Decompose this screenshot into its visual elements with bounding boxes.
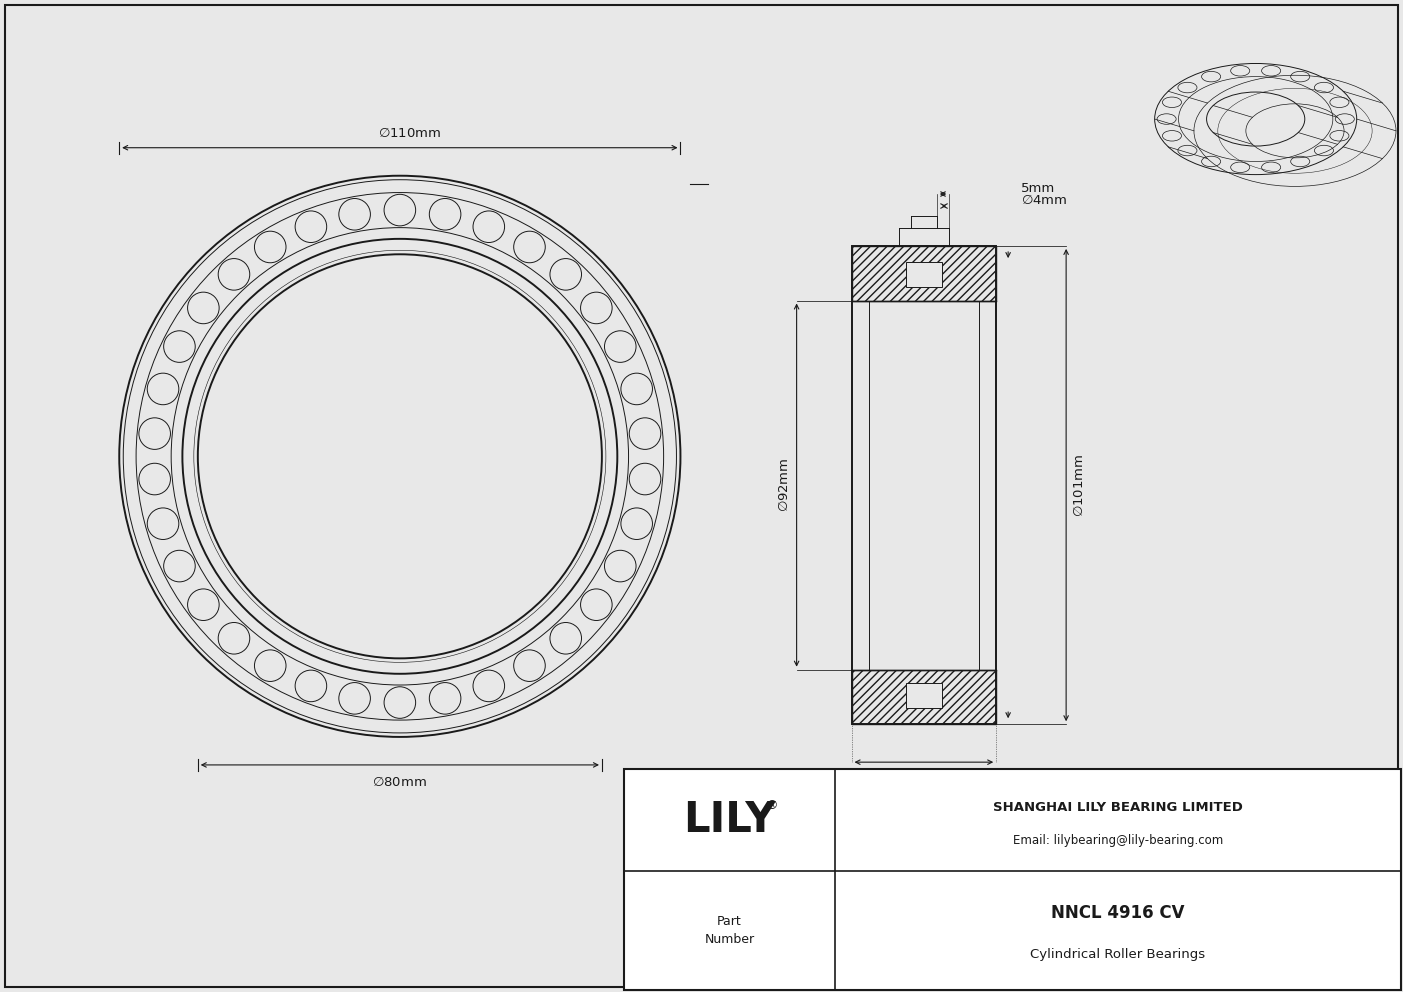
Text: 5mm: 5mm — [1021, 182, 1055, 194]
Bar — [906, 683, 941, 708]
Text: SHANGHAI LILY BEARING LIMITED: SHANGHAI LILY BEARING LIMITED — [993, 802, 1243, 814]
Text: NNCL 4916 CV: NNCL 4916 CV — [1051, 904, 1184, 922]
Text: Cylindrical Roller Bearings: Cylindrical Roller Bearings — [1030, 947, 1205, 961]
Bar — [852, 670, 996, 724]
Text: LILY: LILY — [683, 799, 776, 841]
Text: Email: lilybearing@lily-bearing.com: Email: lilybearing@lily-bearing.com — [1013, 834, 1223, 847]
Bar — [624, 769, 1402, 990]
Text: Part
Number: Part Number — [704, 915, 755, 946]
Bar — [852, 246, 996, 724]
Text: $\varnothing$80mm: $\varnothing$80mm — [372, 775, 428, 789]
Text: ®: ® — [765, 800, 777, 812]
Bar — [906, 263, 941, 287]
Text: $\varnothing$110mm: $\varnothing$110mm — [379, 126, 442, 140]
Text: $\varnothing$92mm: $\varnothing$92mm — [777, 458, 791, 512]
Text: $\varnothing$101mm: $\varnothing$101mm — [1072, 453, 1086, 517]
Text: 30mm: 30mm — [902, 770, 946, 783]
Text: $\varnothing$4mm: $\varnothing$4mm — [1021, 193, 1068, 207]
Bar — [852, 246, 996, 301]
